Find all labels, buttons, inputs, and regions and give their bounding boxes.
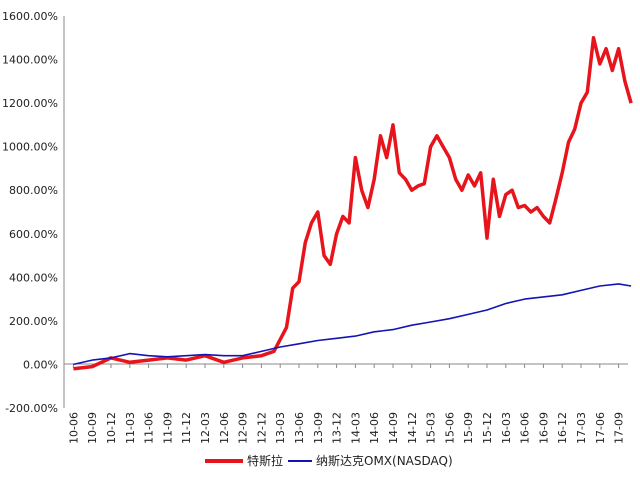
x-tick-label: 17-03 xyxy=(575,412,588,444)
x-tick-label: 10-06 xyxy=(67,412,80,444)
axes xyxy=(63,16,628,408)
x-tick-label: 14-06 xyxy=(368,412,381,444)
x-tick-label: 11-12 xyxy=(180,412,193,444)
x-tick-labels: 10-06 10-09 10-12 11-03 11-06 11-09 11-12 12-03… xyxy=(67,364,626,444)
x-tick-label: 11-06 xyxy=(143,412,156,444)
legend-label-series-0: 特斯拉 xyxy=(247,453,283,468)
x-tick-label: 17-09 xyxy=(613,412,626,444)
x-tick-label: 17-06 xyxy=(594,412,607,444)
x-tick-label: 16-09 xyxy=(537,412,550,444)
legend-label-series-1: 纳斯达克OMX(NASDAQ) xyxy=(316,454,453,468)
x-tick-label: 13-12 xyxy=(331,412,344,444)
x-tick-label: 11-03 xyxy=(124,412,137,444)
x-tick-label: 16-12 xyxy=(556,412,569,444)
x-tick-label: 12-09 xyxy=(237,412,250,444)
x-tick-label: 16-06 xyxy=(519,412,532,444)
y-tick-label: 1000.00% xyxy=(2,141,58,154)
x-tick-label: 14-03 xyxy=(349,412,362,444)
x-tick-label: 12-12 xyxy=(255,412,268,444)
x-tick-label: 10-12 xyxy=(105,412,118,444)
x-tick-label: 13-06 xyxy=(293,412,306,444)
y-tick-label: 1200.00% xyxy=(2,97,58,110)
x-tick-label: 14-12 xyxy=(406,412,419,444)
y-tick-label: 1600.00% xyxy=(2,10,58,23)
x-tick-label: 10-09 xyxy=(86,412,99,444)
x-tick-label: 13-03 xyxy=(274,412,287,444)
series-line-1 xyxy=(73,283,632,366)
series-lines xyxy=(73,36,633,371)
x-tick-label: 11-09 xyxy=(161,412,174,444)
x-tick-label: 15-03 xyxy=(425,412,438,444)
y-tick-labels: -200.00% 0.00% 200.00% 400.00% 600.00% 800.00… xyxy=(2,10,58,415)
x-tick-label: 14-09 xyxy=(387,412,400,444)
x-tick-label: 16-03 xyxy=(500,412,513,444)
y-tick-label: 200.00% xyxy=(9,315,58,328)
y-tick-label: -200.00% xyxy=(5,402,58,415)
y-tick-label: 1400.00% xyxy=(2,54,58,67)
y-tick-label: 600.00% xyxy=(9,228,58,241)
x-tick-label: 15-06 xyxy=(443,412,456,444)
x-tick-label: 12-03 xyxy=(199,412,212,444)
x-tick-label: 12-06 xyxy=(218,412,231,444)
y-tick-label: 800.00% xyxy=(9,184,58,197)
series-line-0 xyxy=(73,36,633,371)
x-tick-label: 13-09 xyxy=(312,412,325,444)
y-tick-label: 400.00% xyxy=(9,271,58,284)
x-tick-label: 15-12 xyxy=(481,412,494,444)
legend: 特斯拉 纳斯达克OMX(NASDAQ) xyxy=(205,453,453,468)
y-tick-label: 0.00% xyxy=(23,358,58,371)
x-tick-label: 15-09 xyxy=(462,412,475,444)
